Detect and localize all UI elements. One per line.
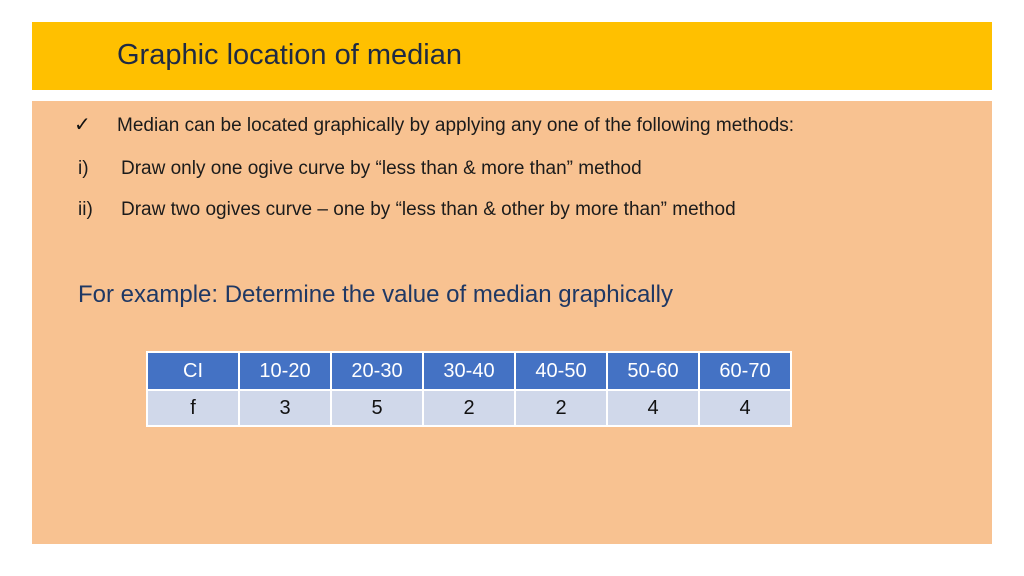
- method-marker: i): [78, 158, 89, 179]
- method-text: Draw two ogives curve – one by “less tha…: [121, 199, 736, 220]
- content-panel: ✓ Median can be located graphically by a…: [32, 101, 992, 544]
- table-header-cell: 50-60: [606, 351, 700, 391]
- intro-text: Median can be located graphically by app…: [117, 115, 795, 136]
- table-cell: 2: [422, 389, 516, 427]
- table-header-row: CI 10-20 20-30 30-40 40-50 50-60 60-70: [146, 351, 792, 391]
- check-icon: ✓: [74, 114, 91, 136]
- slide-title: Graphic location of median: [117, 39, 462, 71]
- table-row: f 3 5 2 2 4 4: [146, 389, 792, 427]
- title-bar: Graphic location of median: [32, 22, 992, 90]
- table-cell: 4: [606, 389, 700, 427]
- method-text: Draw only one ogive curve by “less than …: [121, 158, 642, 179]
- frequency-table: CI 10-20 20-30 30-40 40-50 50-60 60-70 f…: [146, 351, 792, 427]
- method-marker: ii): [78, 199, 93, 220]
- table-cell: f: [146, 389, 240, 427]
- table-cell: 3: [238, 389, 332, 427]
- table-header-cell: 20-30: [330, 351, 424, 391]
- table-header-cell: 60-70: [698, 351, 792, 391]
- table-header-cell: 30-40: [422, 351, 516, 391]
- table-cell: 2: [514, 389, 608, 427]
- table-header-cell: 10-20: [238, 351, 332, 391]
- table-cell: 4: [698, 389, 792, 427]
- example-prompt: For example: Determine the value of medi…: [78, 281, 673, 308]
- table-header-cell: 40-50: [514, 351, 608, 391]
- table-header-cell: CI: [146, 351, 240, 391]
- table-cell: 5: [330, 389, 424, 427]
